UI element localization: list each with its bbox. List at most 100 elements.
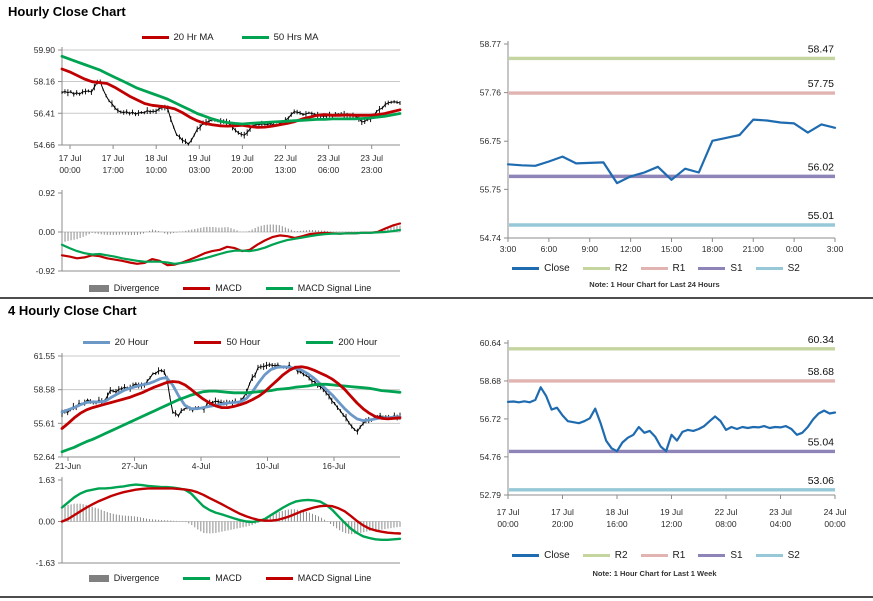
legend-label: MACD	[215, 573, 242, 583]
legend-label: Divergence	[113, 283, 160, 293]
x-tick-label: 17:00	[102, 165, 124, 175]
legend-item-s1: S1	[698, 550, 743, 561]
y-tick-label: 60.64	[480, 338, 502, 348]
legend-item-macd-signal: MACD Signal Line	[265, 283, 372, 293]
y-tick-label: 57.76	[480, 88, 502, 98]
four-hourly-chart-title: 4 Hourly Close Chart	[8, 303, 137, 318]
x-tick-label: 18 Jul	[145, 153, 168, 163]
y-tick-label: 56.72	[480, 414, 502, 424]
legend-item-r2: R2	[582, 549, 628, 561]
legend-label: 200 Hour	[338, 336, 378, 348]
x-tick-label: 17 Jul	[102, 153, 125, 163]
x-tick-label: 16:00	[606, 519, 628, 529]
ma20-swatch-icon	[141, 35, 169, 39]
pivot-24h-note: Note: 1 Hour Chart for Last 24 Hours	[589, 280, 720, 289]
pivot-24h-legend: Close R2 R1 S1 S2	[446, 261, 866, 275]
y-tick-label: 55.61	[34, 418, 56, 428]
y-tick-label: 58.68	[480, 376, 502, 386]
y-tick-label: 54.74	[480, 233, 502, 243]
legend-label: R2	[614, 549, 628, 561]
s1-swatch-icon	[698, 553, 726, 557]
legend-label: 50 Hrs MA	[273, 31, 319, 43]
legend-label: MACD Signal Line	[297, 283, 372, 293]
x-tick-label: 04:00	[770, 519, 792, 529]
y-tick-label: 55.75	[480, 184, 502, 194]
ma50h-swatch-icon	[194, 340, 222, 344]
legend-item-20hr-ma: 20 Hr MA	[141, 32, 214, 43]
divergence-swatch-icon	[88, 284, 109, 292]
x-tick-label: 22 Jul	[274, 153, 297, 163]
legend-label: Close	[544, 549, 570, 561]
x-tick-label: 13:00	[275, 165, 297, 175]
series-macd-signal-line	[60, 228, 402, 265]
r2-swatch-icon	[582, 553, 610, 557]
x-tick-label: 23 Jul	[769, 507, 792, 517]
y-tick-label: 0.00	[38, 517, 55, 527]
legend-label: R2	[614, 262, 628, 274]
r1-swatch-icon	[640, 266, 668, 270]
series-close	[506, 386, 837, 453]
legend-label: 50 Hour	[226, 336, 261, 348]
y-tick-label: 59.90	[34, 45, 56, 55]
legend-item-200hour: 200 Hour	[306, 337, 377, 348]
level-label-S2: 53.06	[808, 475, 834, 487]
bottom-divider	[0, 596, 873, 598]
legend-label: Close	[544, 262, 570, 274]
four-hourly-ma-legend: 20 Hour 50 Hour 200 Hour	[30, 335, 430, 349]
legend-item-s1: S1	[698, 263, 743, 274]
series-50-hour	[60, 365, 402, 430]
y-tick-label: 56.75	[480, 136, 502, 146]
x-tick-label: 19 Jul	[660, 507, 683, 517]
x-tick-label: 23 Jul	[317, 153, 340, 163]
x-tick-label: 17 Jul	[497, 507, 520, 517]
series-20-hr-ma	[60, 67, 402, 129]
y-tick-label: 52.64	[34, 452, 56, 462]
y-tick-label: 0.92	[38, 188, 55, 198]
ma20h-swatch-icon	[82, 340, 110, 344]
x-tick-label: 18 Jul	[606, 507, 629, 517]
legend-item-close: Close	[512, 550, 570, 561]
x-tick-label: 03:00	[189, 165, 211, 175]
level-label-R2: 60.34	[808, 334, 834, 346]
s2-swatch-icon	[755, 266, 783, 270]
level-label-R1: 58.68	[808, 366, 834, 378]
level-label-R1: 57.75	[808, 78, 834, 90]
x-tick-label: 27-Jun	[122, 461, 148, 471]
level-label-S1: 55.04	[808, 436, 834, 448]
legend-label: 20 Hour	[114, 336, 149, 348]
x-tick-label: 19 Jul	[231, 153, 254, 163]
legend-item-macd: MACD	[183, 573, 242, 583]
x-tick-label: 3:00	[500, 244, 517, 254]
level-label-R2: 58.47	[808, 43, 834, 55]
x-tick-label: 15:00	[661, 244, 683, 254]
x-tick-label: 19 Jul	[188, 153, 211, 163]
x-tick-label: 00:00	[59, 165, 81, 175]
legend-item-r2: R2	[582, 262, 628, 274]
legend-item-50hour: 50 Hour	[194, 337, 260, 348]
level-label-S2: 55.01	[808, 210, 834, 222]
x-tick-label: 0:00	[786, 244, 803, 254]
legend-item-r1: R1	[640, 263, 685, 274]
y-tick-label: 0.00	[38, 227, 55, 237]
legend-label: S2	[787, 549, 800, 561]
series-macd	[60, 483, 402, 542]
x-tick-label: 23 Jul	[360, 153, 383, 163]
x-tick-label: 20:00	[232, 165, 254, 175]
s1-swatch-icon	[698, 266, 726, 270]
r2-swatch-icon	[582, 266, 610, 270]
x-tick-label: 08:00	[715, 519, 737, 529]
x-tick-label: 16-Jul	[322, 461, 345, 471]
x-tick-label: 00:00	[824, 519, 846, 529]
four-hourly-macd-legend: Divergence MACD MACD Signal Line	[30, 571, 430, 585]
hourly-ma-legend: 20 Hr MA 50 Hrs MA	[30, 30, 430, 44]
close-swatch-icon	[512, 553, 540, 557]
x-tick-label: 24 Jul	[824, 507, 847, 517]
ma200h-swatch-icon	[306, 340, 334, 344]
macd-swatch-icon	[183, 576, 211, 580]
legend-item-s2: S2	[755, 549, 800, 561]
x-tick-label: 12:00	[661, 519, 683, 529]
y-tick-label: 58.58	[34, 385, 56, 395]
x-tick-label: 21-Jun	[55, 461, 81, 471]
